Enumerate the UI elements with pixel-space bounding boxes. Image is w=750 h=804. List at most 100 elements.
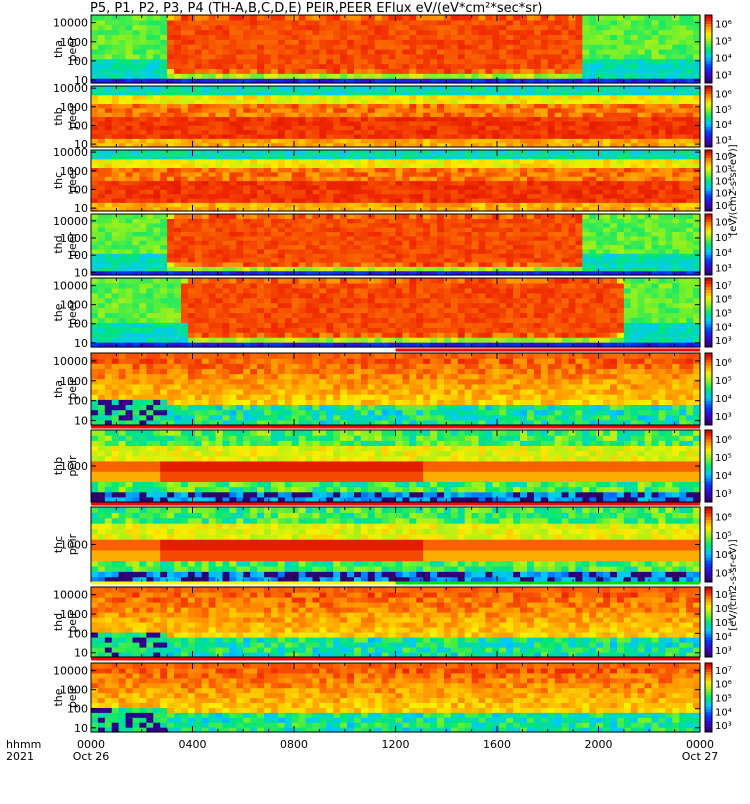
heatmap-cell [596, 172, 604, 177]
heatmap-cell [423, 20, 431, 25]
heatmap-cell [541, 245, 549, 250]
heatmap-cell [91, 240, 99, 245]
heatmap-cell [319, 176, 327, 181]
heatmap-cell [188, 54, 196, 59]
heatmap-cell [624, 34, 632, 39]
heatmap-cell [133, 90, 141, 95]
heatmap-cell [444, 121, 452, 126]
heatmap-cell [361, 64, 369, 69]
heatmap-cell [409, 223, 417, 228]
heatmap-cell [423, 231, 431, 236]
heatmap-cell [119, 95, 127, 100]
heatmap-cell [458, 253, 466, 258]
heatmap-cell [444, 218, 452, 223]
heatmap-cell [133, 266, 141, 271]
heatmap-cell [299, 138, 307, 143]
heatmap-cell [229, 117, 237, 122]
heatmap-cell [146, 231, 154, 236]
heatmap-cell [340, 194, 348, 199]
heatmap-cell [409, 117, 417, 122]
heatmap-cell [472, 103, 480, 108]
heatmap-cell [652, 189, 660, 194]
heatmap-cell [105, 253, 113, 258]
heatmap-cell [527, 20, 535, 25]
heatmap-cell [596, 90, 604, 95]
heatmap-cell [264, 73, 272, 78]
heatmap-cell [527, 236, 535, 241]
heatmap-cell [160, 103, 168, 108]
heatmap-cell [679, 176, 687, 181]
heatmap-cell [216, 245, 224, 250]
heatmap-cell [444, 159, 452, 164]
heatmap-cell [160, 25, 168, 30]
heatmap-cell [126, 138, 134, 143]
heatmap-cell [430, 154, 438, 159]
heatmap-cell [672, 150, 680, 155]
heatmap-cell [555, 185, 563, 190]
heatmap-cell [665, 150, 673, 155]
heatmap-cell [638, 181, 646, 186]
heatmap-cell [631, 167, 639, 172]
heatmap-cell [216, 49, 224, 54]
heatmap-cell [222, 90, 230, 95]
heatmap-cell [354, 253, 362, 258]
heatmap-cell [105, 227, 113, 232]
heatmap-cell [91, 112, 99, 117]
heatmap-cell [153, 138, 161, 143]
heatmap-cell [499, 214, 507, 219]
heatmap-cell [569, 25, 577, 30]
heatmap-cell [423, 125, 431, 130]
heatmap-cell [416, 121, 424, 126]
heatmap-cell [271, 223, 279, 228]
heatmap-cell [472, 90, 480, 95]
heatmap-cell [396, 240, 404, 245]
heatmap-cell [402, 49, 410, 54]
heatmap-cell [361, 181, 369, 186]
heatmap-cell [631, 176, 639, 181]
heatmap-cell [465, 185, 473, 190]
heatmap-cell [105, 103, 113, 108]
heatmap-cell [610, 34, 618, 39]
heatmap-cell [485, 44, 493, 49]
heatmap-cell [340, 95, 348, 100]
heatmap-cell [534, 54, 542, 59]
heatmap-cell [236, 236, 244, 241]
heatmap-cell [465, 227, 473, 232]
heatmap-cell [645, 181, 653, 186]
heatmap-cell [617, 172, 625, 177]
heatmap-cell [368, 49, 376, 54]
heatmap-cell [541, 185, 549, 190]
heatmap-cell [575, 218, 583, 223]
heatmap-cell [299, 176, 307, 181]
heatmap-cell [589, 86, 597, 91]
heatmap-cell [569, 90, 577, 95]
heatmap-cell [257, 44, 265, 49]
heatmap-cell [306, 99, 314, 104]
heatmap-cell [264, 185, 272, 190]
heatmap-cell [91, 176, 99, 181]
heatmap-cell [402, 163, 410, 168]
heatmap-cell [672, 181, 680, 186]
heatmap-cell [91, 54, 99, 59]
heatmap-cell [402, 253, 410, 258]
heatmap-cell [271, 108, 279, 113]
heatmap-cell [340, 198, 348, 203]
heatmap-cell [222, 73, 230, 78]
y-axis-label: peer [66, 36, 79, 62]
heatmap-cell [133, 262, 141, 267]
heatmap-cell [423, 30, 431, 35]
heatmap-cell [402, 227, 410, 232]
heatmap-cell [465, 194, 473, 199]
heatmap-cell [562, 266, 570, 271]
heatmap-cell [347, 150, 355, 155]
heatmap-cell [534, 223, 542, 228]
heatmap-cell [98, 20, 106, 25]
heatmap-cell [472, 262, 480, 267]
heatmap-cell [333, 181, 341, 186]
heatmap-cell [188, 163, 196, 168]
heatmap-cell [451, 112, 459, 117]
heatmap-cell [209, 134, 217, 139]
heatmap-cell [264, 44, 272, 49]
heatmap-cell [596, 176, 604, 181]
